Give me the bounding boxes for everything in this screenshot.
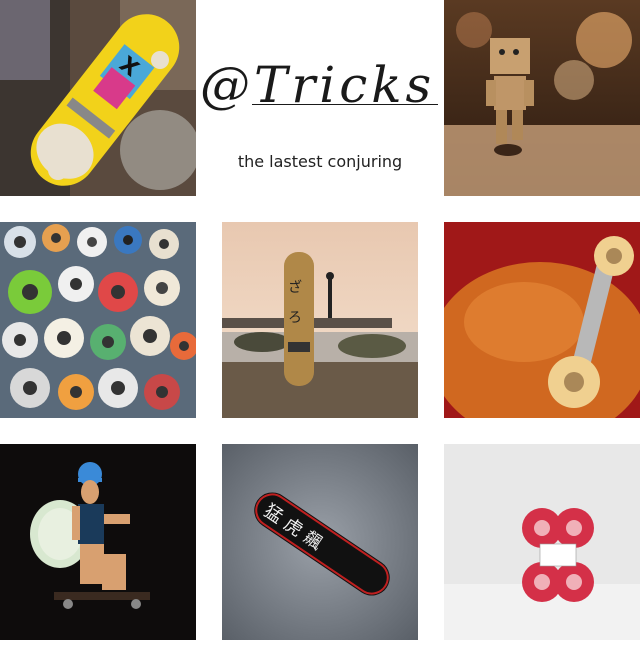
keith-haring-skateboard-image: X <box>0 0 196 196</box>
girl-longboard-image <box>0 444 196 640</box>
skate-wheels-wall-image <box>0 222 196 418</box>
danbo-skater-photo[interactable] <box>444 0 640 196</box>
site-tagline: the lastest conjuring <box>237 152 403 171</box>
svg-text:ろ: ろ <box>288 310 302 326</box>
orange-deck-truck-image <box>444 222 640 418</box>
orange-deck-truck-photo[interactable] <box>444 222 640 418</box>
red-wheels-image <box>444 444 640 640</box>
beach-skateboard-image: ざ ろ <box>222 222 418 418</box>
logo-underline <box>252 104 438 105</box>
site-logo[interactable]: @Tricks <box>200 56 436 114</box>
girl-longboard-photo[interactable] <box>0 444 196 640</box>
danbo-skater-image <box>444 0 640 196</box>
svg-text:ざ: ざ <box>288 279 302 296</box>
calligraphy-deck-image: 猛 虎 飆 <box>222 444 418 640</box>
beach-skateboard-photo[interactable]: ざ ろ <box>222 222 418 418</box>
red-wheels-photo[interactable] <box>444 444 640 640</box>
keith-haring-skateboard-photo[interactable]: X <box>0 0 196 196</box>
skate-wheels-wall-photo[interactable] <box>0 222 196 418</box>
brand-block: @Tricks the lastest conjuring <box>196 0 444 196</box>
calligraphy-deck-photo[interactable]: 猛 虎 飆 <box>222 444 418 640</box>
